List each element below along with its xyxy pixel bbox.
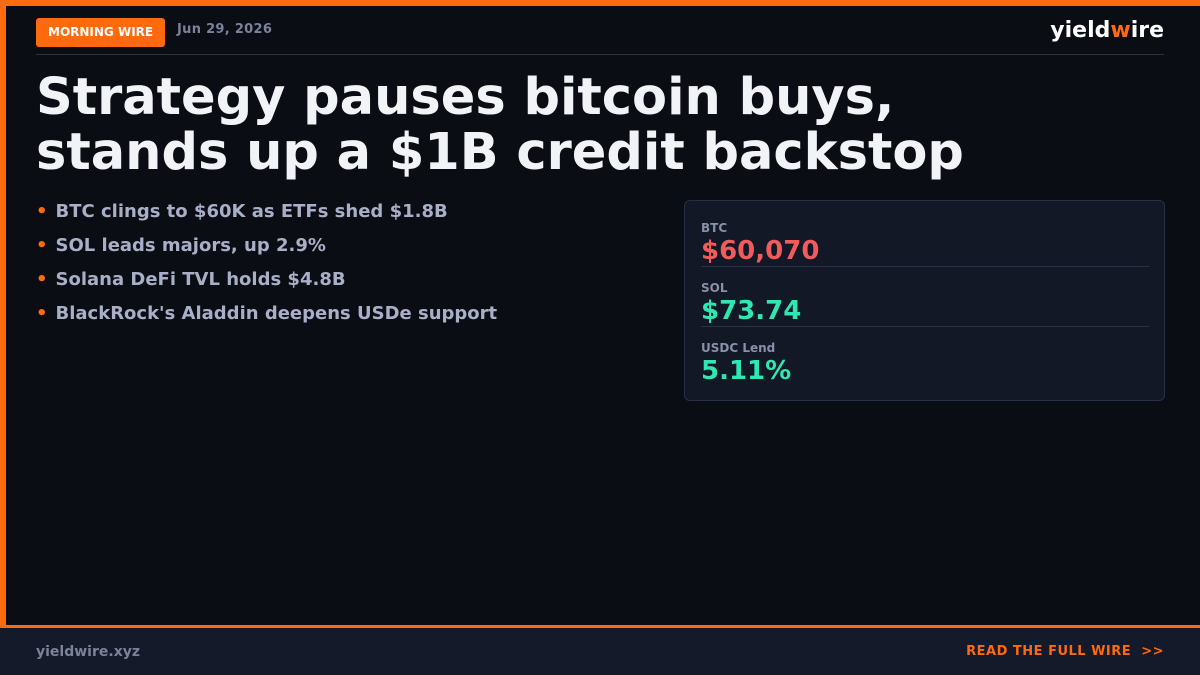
bullet: Solana DeFi TVL holds $4.8B bbox=[36, 268, 497, 302]
date: Jun 29, 2026 bbox=[177, 22, 273, 37]
stat-value: 5.11% bbox=[701, 356, 792, 386]
stat: SOL $73.74 bbox=[701, 267, 1149, 327]
headline: Strategy pauses bitcoin buys, stands up a… bbox=[36, 70, 964, 180]
stat: USDC Lend 5.11% bbox=[701, 327, 1149, 387]
badge: MORNING WIRE bbox=[36, 18, 166, 47]
accent-bar bbox=[0, 0, 1200, 6]
brand-part: w bbox=[1110, 18, 1131, 43]
headline-line: Strategy pauses bitcoin buys, bbox=[36, 68, 895, 127]
brand: yieldwire bbox=[1050, 18, 1164, 43]
stat-value: $73.74 bbox=[701, 296, 802, 326]
accent-bar bbox=[0, 0, 6, 627]
bullet: BlackRock's Aladdin deepens USDe support bbox=[36, 302, 498, 336]
divider bbox=[36, 54, 1164, 55]
stat-value: $60,070 bbox=[701, 236, 820, 266]
bullet: SOL leads majors, up 2.9% bbox=[36, 234, 497, 268]
stats-card: BTC $60,070 SOL $73.74 USDC Lend 5.11% bbox=[684, 200, 1165, 401]
footer-url[interactable]: yieldwire.xyz bbox=[36, 644, 140, 660]
stat-label: USDC Lend bbox=[701, 341, 776, 355]
stat-label: SOL bbox=[701, 281, 728, 295]
bullet: BTC clings to $60K as ETFs shed $1.8B bbox=[36, 200, 497, 234]
bullet-list: BTC clings to $60K as ETFs shed $1.8BSOL… bbox=[36, 200, 498, 336]
stat-label: BTC bbox=[701, 221, 728, 235]
brand-part: ire bbox=[1130, 18, 1164, 43]
brand-part: yield bbox=[1050, 18, 1111, 43]
stat: BTC $60,070 bbox=[701, 207, 1149, 267]
headline-line: stands up a $1B credit backstop bbox=[36, 123, 964, 182]
stat-divider bbox=[701, 266, 1149, 267]
stat-divider bbox=[701, 326, 1149, 327]
footer: yieldwire.xyz READ THE FULL WIRE >> bbox=[0, 625, 1200, 675]
cta-link[interactable]: READ THE FULL WIRE >> bbox=[966, 644, 1164, 659]
